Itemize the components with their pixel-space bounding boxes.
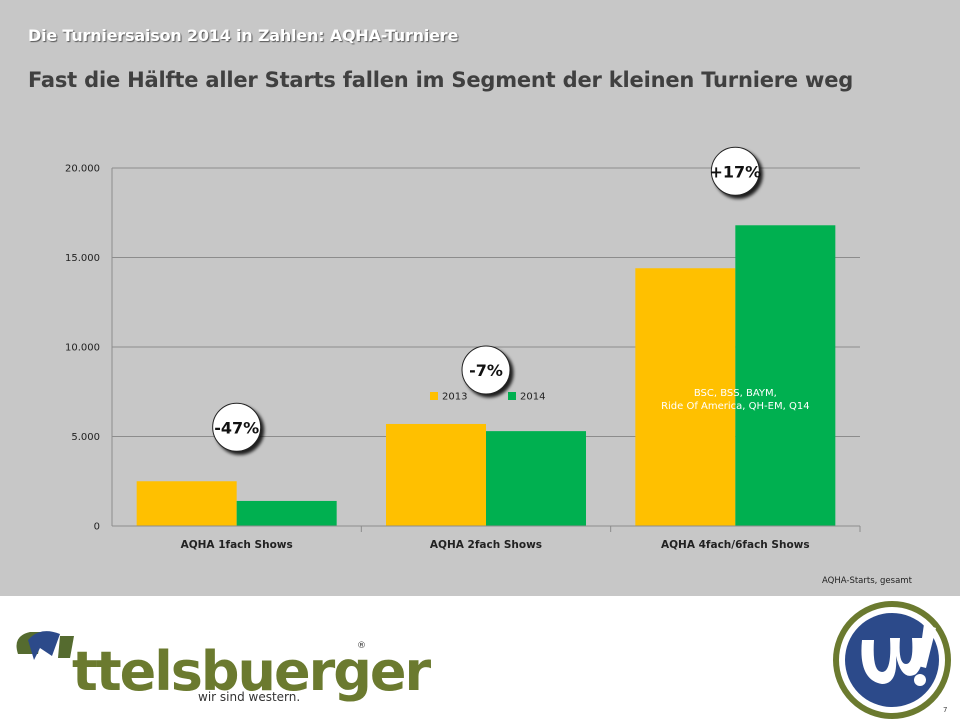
page-number: 7 [943, 706, 948, 714]
y-tick-label: 5.000 [71, 432, 100, 443]
bar-2014 [236, 500, 337, 526]
y-tick-label: 20.000 [65, 164, 100, 175]
legend-swatch [430, 392, 438, 400]
legend-swatch [508, 392, 516, 400]
slide-supertitle: Die Turniersaison 2014 in Zahlen: AQHA-T… [28, 26, 459, 45]
y-tick-label: 15.000 [65, 253, 100, 264]
bar-2013 [635, 268, 736, 526]
change-bubble: -47% [212, 402, 262, 452]
x-category-label: AQHA 4fach/6fach Shows [661, 539, 810, 551]
footer-area [0, 596, 960, 720]
bar-chart: 0 5.000 10.000 15.000 20.000 AQHA 1fach Shows… [65, 146, 861, 551]
legend-label: 2013 [442, 392, 467, 403]
change-bubble: +17% [709, 146, 761, 196]
change-bubble: -7% [461, 345, 511, 395]
y-tick-label: 10.000 [65, 343, 100, 354]
bar-2013 [386, 423, 486, 526]
wm-badge-icon [833, 601, 951, 719]
y-tick-label: 0 [94, 522, 100, 533]
tagline: wir sind western. [198, 690, 301, 704]
brand-wordmark: ttelsbuerger [72, 640, 432, 703]
bar-2013 [136, 481, 237, 526]
brand-logo-icon [16, 631, 74, 660]
bar-annotation: Ride Of America, QH-EM, Q14 [661, 401, 809, 412]
x-category-label: AQHA 2fach Shows [430, 539, 542, 551]
slide-title: Fast die Hälfte aller Starts fallen im S… [28, 68, 854, 92]
registered-mark: ® [357, 641, 366, 651]
change-label: +17% [709, 162, 761, 181]
bar-annotation: BSC, BSS, BAYM, [694, 388, 777, 399]
change-bubble-circle [461, 345, 511, 395]
x-category-label: AQHA 1fach Shows [181, 539, 293, 551]
bar-2014 [486, 431, 586, 526]
bar-2014 [735, 225, 836, 526]
change-label: -47% [214, 418, 259, 437]
change-bubble-circle [710, 146, 760, 196]
footer-graphics: ttelsbuerger [16, 601, 951, 719]
source-note: AQHA-Starts, gesamt [822, 576, 912, 586]
change-bubble-circle [212, 402, 262, 452]
legend-label: 2014 [520, 392, 545, 403]
change-label: -7% [469, 361, 503, 380]
